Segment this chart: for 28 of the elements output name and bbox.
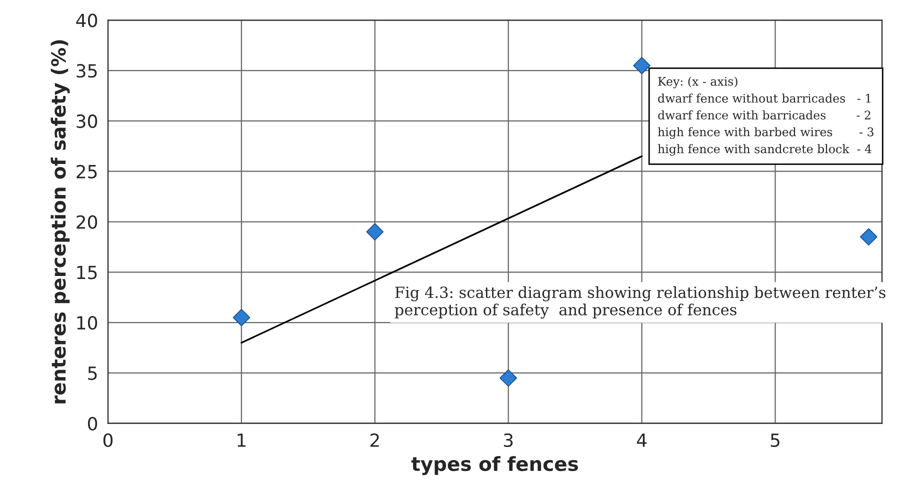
point <box>232 308 250 326</box>
x-tick-label: 1 <box>238 434 246 447</box>
annotation: high fence with barbed wires - 3 <box>658 127 874 139</box>
x-tick-label: 3 <box>504 433 513 448</box>
annotation: high fence with sandcrete block - 4 <box>658 144 872 156</box>
y-tick-label: 5 <box>88 366 97 380</box>
x-tick-label: 2 <box>370 433 379 447</box>
x-axis-title: types of fences <box>411 456 578 476</box>
x-tick-label: 0 <box>103 433 113 448</box>
y-tick-label: 15 <box>77 266 97 280</box>
point <box>633 56 650 74</box>
y-tick-label: 10 <box>77 316 98 330</box>
annotation: Key: (x - axis) <box>658 76 738 88</box>
annotation: dwarf fence without barricades - 1 <box>658 94 870 103</box>
point <box>366 223 384 241</box>
annotation: Fig 4.3: scatter diagram showing relationship between renter’s perception of safety and presence of fences <box>394 286 886 319</box>
y-tick-label: 20 <box>76 215 98 229</box>
y-tick-label: 35 <box>76 64 97 78</box>
x-tick-label: 5 <box>770 434 780 448</box>
point <box>500 369 518 387</box>
annotation: dwarf fence with barricades - 2 <box>658 110 870 120</box>
y-tick-label: 25 <box>76 164 97 178</box>
y-tick-label: 0 <box>88 416 98 430</box>
x-tick-label: 4 <box>636 434 647 447</box>
y-tick-label: 40 <box>76 14 98 28</box>
y-tick-label: 30 <box>76 114 98 128</box>
point <box>860 228 878 246</box>
y-axis-title: renteres perception of safety (%) <box>50 40 70 404</box>
